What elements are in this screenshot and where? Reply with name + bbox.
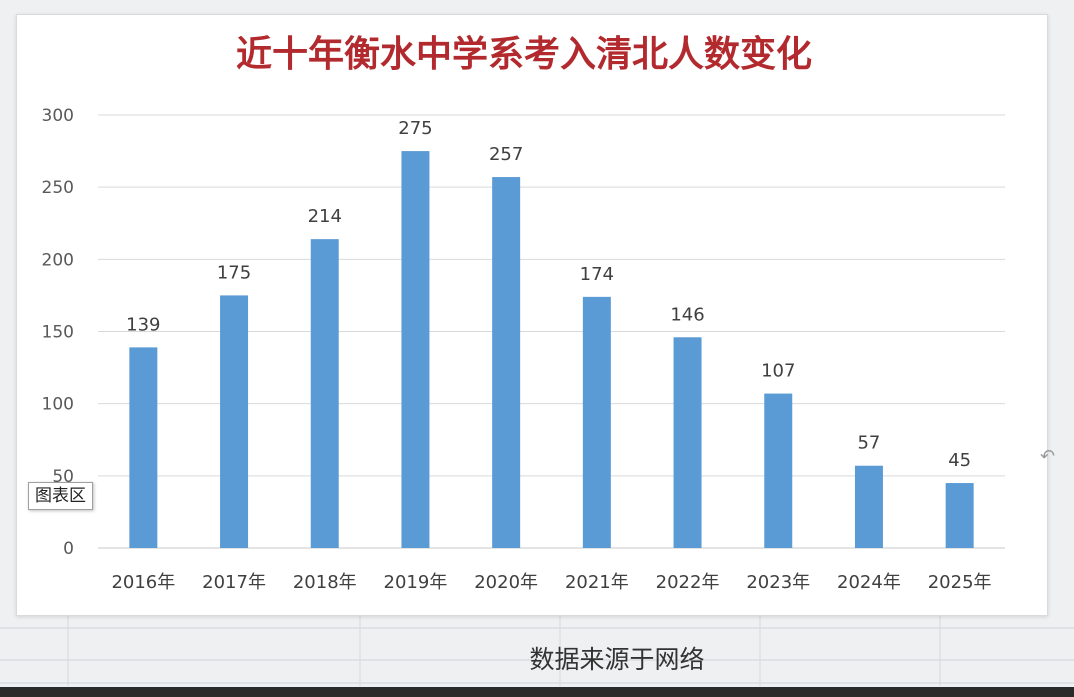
x-tick-label: 2019年: [384, 572, 448, 593]
data-label: 175: [217, 262, 251, 283]
bar-2022年[interactable]: [673, 337, 702, 548]
bar-2019年[interactable]: [401, 151, 430, 549]
bar-2023年[interactable]: [764, 393, 793, 548]
chart-area-tooltip: 图表区: [28, 482, 93, 510]
x-tick-label: 2025年: [928, 572, 992, 593]
x-tick-label: 2021年: [565, 572, 629, 593]
y-tick-label: 100: [42, 395, 74, 415]
chart-title: 近十年衡水中学系考入清北人数变化: [236, 33, 812, 75]
resize-handle-icon[interactable]: ↶: [1040, 446, 1056, 467]
x-tick-label: 2017年: [202, 572, 266, 593]
data-label: 107: [761, 361, 795, 382]
bar-2025年[interactable]: [945, 483, 974, 548]
y-tick-label: 200: [42, 250, 74, 270]
bar-2020年[interactable]: [492, 177, 521, 548]
data-label: 57: [857, 433, 880, 454]
x-tick-label: 2024年: [837, 572, 901, 593]
bar-2017年[interactable]: [220, 295, 249, 548]
y-axis-ticks: 0 50 100 150 200 250 300: [42, 106, 74, 559]
y-tick-label: 0: [63, 539, 74, 559]
data-label: 275: [398, 118, 432, 139]
x-tick-label: 2023年: [746, 572, 810, 593]
bar-2018年[interactable]: [310, 239, 339, 549]
bottom-bar: [0, 687, 1074, 697]
data-label: 45: [948, 450, 971, 471]
y-tick-label: 250: [42, 178, 74, 198]
bars: [129, 151, 974, 549]
y-tick-label: 50: [52, 467, 74, 487]
bar-2021年[interactable]: [582, 296, 611, 548]
bar-2024年[interactable]: [854, 465, 883, 548]
x-tick-label: 2020年: [474, 572, 538, 593]
data-labels: 139 175 214 275 257 174 146 107 57 45: [126, 118, 971, 471]
data-label: 214: [308, 206, 342, 227]
x-tick-label: 2016年: [111, 572, 175, 593]
data-label: 257: [489, 144, 523, 165]
data-label: 146: [670, 304, 704, 325]
source-note: 数据来源于网络: [529, 645, 705, 674]
bar-2016年[interactable]: [129, 347, 158, 548]
y-tick-label: 150: [42, 323, 74, 343]
x-axis-ticks: 2016年 2017年 2018年 2019年 2020年 2021年 2022年 2023年…: [111, 572, 991, 593]
y-tick-label: 300: [42, 106, 74, 126]
x-tick-label: 2022年: [656, 572, 720, 593]
data-label: 139: [126, 314, 160, 335]
gridlines: [98, 114, 1005, 549]
data-label: 174: [580, 264, 614, 285]
x-tick-label: 2018年: [293, 572, 357, 593]
